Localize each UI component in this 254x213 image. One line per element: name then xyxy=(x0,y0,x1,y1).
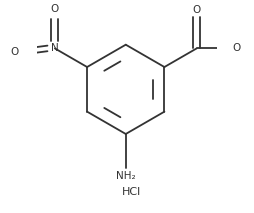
Text: O: O xyxy=(10,46,18,56)
Text: N: N xyxy=(51,43,59,53)
Text: HCl: HCl xyxy=(122,187,141,197)
Text: O: O xyxy=(193,5,201,15)
Text: O: O xyxy=(232,43,240,53)
Text: O: O xyxy=(51,4,59,14)
Text: NH₂: NH₂ xyxy=(116,171,136,181)
